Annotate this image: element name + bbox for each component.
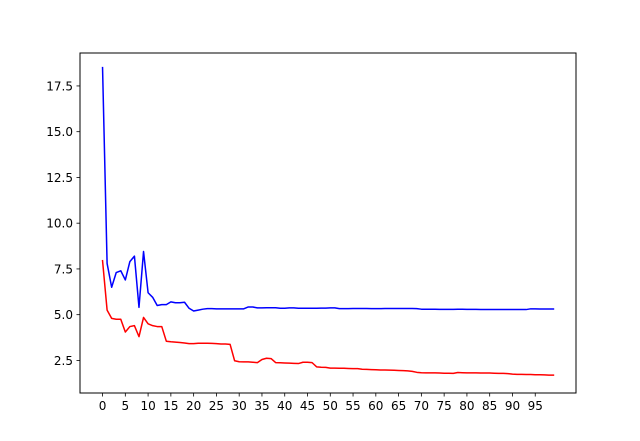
- series-layer: [101, 66, 555, 376]
- series-line-2: [101, 259, 555, 376]
- x-tick-label: 75: [437, 399, 452, 413]
- y-tick-label: 5.0: [54, 308, 73, 322]
- y-tick-label: 10.0: [46, 217, 73, 231]
- x-tick-label: 35: [254, 399, 269, 413]
- x-axis: 0 5 10 15 20 25 30 35 40 45 50 55 60 65 70 75 80 85 90 95: [99, 393, 543, 413]
- x-tick-label: 15: [163, 399, 178, 413]
- y-tick-label: 17.5: [46, 79, 73, 93]
- x-tick-label: 90: [505, 399, 520, 413]
- x-tick-label: 95: [528, 399, 543, 413]
- x-tick-label: 30: [232, 399, 247, 413]
- y-tick-label: 15.0: [46, 125, 73, 139]
- x-tick-label: 60: [368, 399, 383, 413]
- y-axis: 2.5 5.0 7.5 10.0 12.5 15.0 17.5: [46, 79, 80, 368]
- x-tick-label: 80: [459, 399, 474, 413]
- series-line-1: [101, 66, 555, 312]
- x-tick-label: 0: [99, 399, 107, 413]
- y-tick-label: 2.5: [54, 354, 73, 368]
- y-tick-label: 7.5: [54, 262, 73, 276]
- x-tick-label: 85: [482, 399, 497, 413]
- x-tick-label: 70: [414, 399, 429, 413]
- x-tick-label: 40: [277, 399, 292, 413]
- x-tick-label: 20: [186, 399, 201, 413]
- x-tick-label: 50: [323, 399, 338, 413]
- x-tick-label: 10: [140, 399, 155, 413]
- x-tick-label: 25: [209, 399, 224, 413]
- x-tick-label: 5: [121, 399, 129, 413]
- y-tick-label: 12.5: [46, 171, 73, 185]
- x-tick-label: 55: [345, 399, 360, 413]
- x-tick-label: 45: [300, 399, 315, 413]
- x-tick-label: 65: [391, 399, 406, 413]
